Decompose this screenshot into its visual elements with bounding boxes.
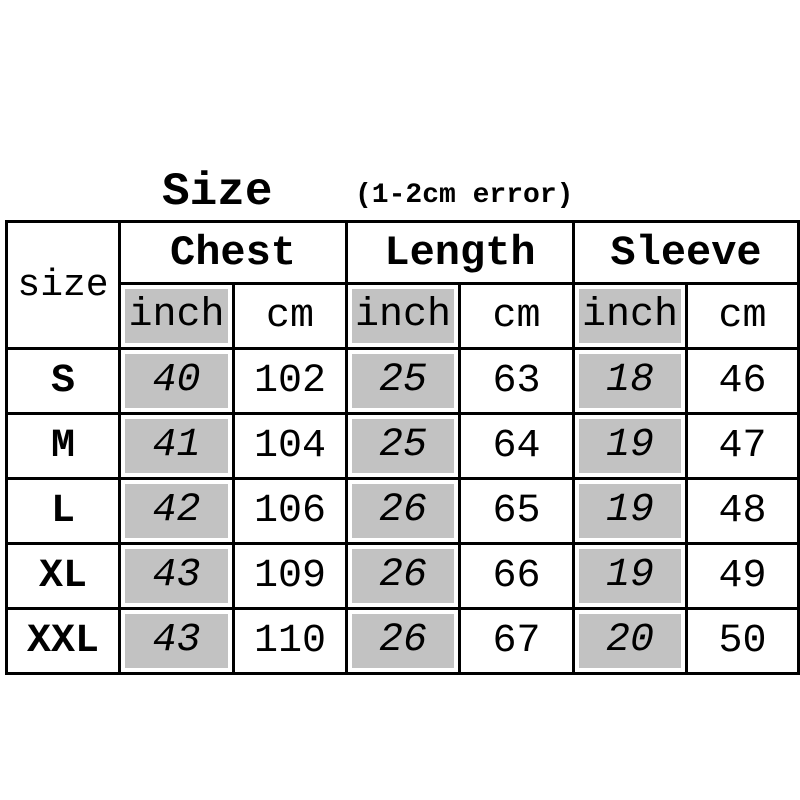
sleeve-cm-cell: 47: [685, 412, 800, 480]
table-row: XXL 43 110 26 67 20 50: [5, 607, 800, 675]
chest-inch-cell: 42: [118, 477, 235, 545]
table-row: XL 43 109 26 66 19 49: [5, 542, 800, 610]
chest-header: Chest: [118, 220, 348, 285]
sleeve-inch-cell: 18: [572, 347, 689, 415]
chest-inch-cell: 41: [118, 412, 235, 480]
length-cm-cell: 63: [457, 347, 576, 415]
length-inch-cell: 26: [345, 477, 461, 545]
chest-cm-cell: 110: [232, 607, 348, 675]
size-cell: XXL: [5, 607, 121, 675]
chart-title: Size: [162, 166, 273, 218]
chest-inch-cell: 43: [118, 542, 235, 610]
sleeve-header: Sleeve: [572, 220, 800, 285]
unit-header-row: inch cm inch cm inch cm: [7, 282, 800, 350]
sleeve-inch-header: inch: [572, 282, 689, 350]
chest-cm-cell: 102: [232, 347, 348, 415]
chest-inch-header: inch: [118, 282, 235, 350]
chest-cm-cell: 109: [232, 542, 348, 610]
table-row: L 42 106 26 65 19 48: [5, 477, 800, 545]
table-row: S 40 102 25 63 18 46: [5, 347, 800, 415]
sleeve-cm-cell: 46: [685, 347, 800, 415]
size-column-header: size: [5, 220, 121, 350]
sleeve-cm-cell: 48: [685, 477, 800, 545]
length-inch-header: inch: [345, 282, 461, 350]
error-note: (1-2cm error): [355, 180, 574, 211]
chest-inch-cell: 40: [118, 347, 235, 415]
length-inch-cell: 25: [345, 412, 461, 480]
size-cell: XL: [5, 542, 121, 610]
sleeve-cm-cell: 49: [685, 542, 800, 610]
length-cm-cell: 64: [457, 412, 576, 480]
length-header: Length: [344, 220, 576, 285]
size-table: size Chest Length Sleeve inch cm inch cm…: [5, 220, 800, 675]
length-inch-cell: 26: [345, 607, 461, 675]
length-inch-cell: 25: [345, 347, 461, 415]
sleeve-inch-cell: 20: [572, 607, 689, 675]
length-cm-header: cm: [457, 282, 576, 350]
size-cell: L: [5, 477, 121, 545]
size-cell: M: [5, 412, 121, 480]
sleeve-inch-cell: 19: [572, 477, 689, 545]
sleeve-inch-cell: 19: [572, 542, 689, 610]
sleeve-cm-header: cm: [685, 282, 800, 350]
chest-cm-header: cm: [232, 282, 348, 350]
table-row: M 41 104 25 64 19 47: [5, 412, 800, 480]
chest-cm-cell: 104: [232, 412, 348, 480]
sleeve-cm-cell: 50: [685, 607, 800, 675]
length-cm-cell: 67: [457, 607, 576, 675]
size-cell: S: [5, 347, 121, 415]
chest-inch-cell: 43: [118, 607, 235, 675]
length-cm-cell: 65: [457, 477, 576, 545]
length-cm-cell: 66: [457, 542, 576, 610]
sleeve-inch-cell: 19: [572, 412, 689, 480]
length-inch-cell: 26: [345, 542, 461, 610]
chest-cm-cell: 106: [232, 477, 348, 545]
